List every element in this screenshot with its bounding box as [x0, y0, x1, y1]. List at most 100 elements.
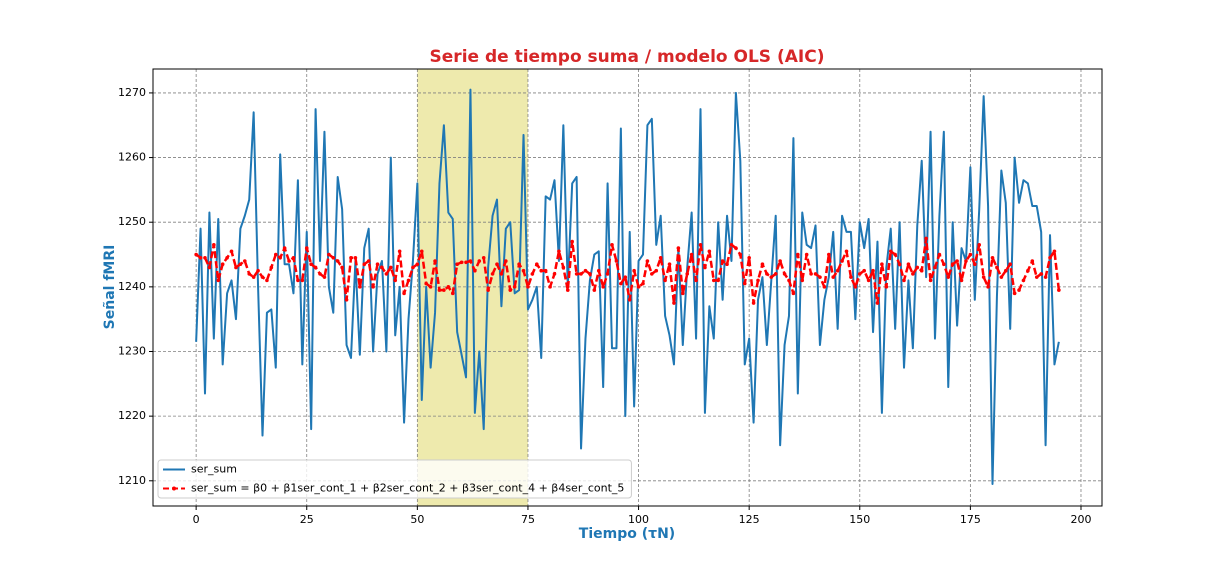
- series-marker: [212, 243, 216, 247]
- series-marker: [508, 288, 513, 292]
- series-marker: [919, 268, 924, 273]
- series-marker: [875, 301, 880, 305]
- series-marker: [225, 255, 229, 260]
- series-marker: [450, 291, 455, 296]
- series-marker: [203, 255, 207, 260]
- x-axis-label: Tiempo (τN): [579, 526, 675, 542]
- series-marker: [260, 275, 265, 279]
- series-marker: [720, 259, 725, 263]
- series-marker: [995, 265, 999, 270]
- series-marker: [884, 285, 889, 289]
- series-marker: [304, 246, 309, 250]
- series-marker: [380, 265, 384, 270]
- series-marker: [592, 288, 597, 292]
- series-marker: [946, 275, 951, 279]
- series-marker: [610, 243, 614, 247]
- y-tick-label: 1210: [118, 474, 146, 487]
- series-marker: [561, 265, 566, 270]
- series-marker: [742, 281, 747, 286]
- series-marker: [968, 252, 973, 257]
- series-marker: [446, 285, 451, 289]
- series-marker: [251, 275, 256, 279]
- series-marker: [486, 288, 490, 292]
- series-line: [195, 88, 1060, 486]
- series-marker: [800, 278, 805, 283]
- series-marker: [495, 262, 499, 267]
- y-tick-label: 1230: [118, 344, 146, 357]
- series-marker: [778, 259, 782, 263]
- series-marker: [862, 268, 866, 273]
- series-marker: [539, 268, 544, 273]
- series-marker: [734, 246, 738, 250]
- series-marker: [459, 260, 464, 265]
- series-marker: [897, 262, 902, 267]
- series-marker: [747, 255, 751, 260]
- series-marker: [583, 268, 588, 273]
- series-marker: [787, 278, 791, 283]
- series-marker: [362, 262, 367, 267]
- series-line: [195, 237, 1061, 305]
- series-marker: [650, 272, 654, 276]
- series-marker: [924, 236, 928, 241]
- series-marker: [791, 291, 796, 296]
- series-marker: [437, 288, 442, 292]
- series-marker: [809, 272, 813, 276]
- series-marker: [773, 272, 778, 276]
- y-tick-label: 1270: [118, 86, 146, 99]
- y-tick-label: 1240: [118, 280, 146, 293]
- series-marker: [300, 278, 305, 283]
- series-marker: [849, 275, 853, 279]
- series-marker: [853, 285, 858, 289]
- x-tick-label: 175: [960, 513, 981, 526]
- series-marker: [880, 262, 884, 267]
- series-marker: [335, 259, 340, 263]
- series-marker: [707, 249, 712, 254]
- series-marker: [654, 268, 659, 273]
- series-marker: [552, 272, 557, 276]
- series-marker: [711, 278, 716, 283]
- series-marker: [973, 262, 977, 267]
- series-marker: [327, 252, 331, 257]
- series-marker: [406, 278, 411, 283]
- series-marker: [1034, 275, 1039, 279]
- series-marker: [535, 262, 539, 267]
- legend-marker: [172, 486, 176, 491]
- y-tick-label: 1260: [118, 151, 146, 164]
- series-marker: [344, 297, 349, 302]
- series-marker: [893, 252, 897, 257]
- series-marker: [981, 275, 986, 279]
- series-marker: [1030, 259, 1035, 263]
- series-marker: [243, 259, 247, 263]
- series-marker: [389, 265, 393, 270]
- series-marker: [1017, 288, 1021, 292]
- series-marker: [1003, 268, 1008, 273]
- series-marker: [384, 272, 389, 276]
- series-marker: [751, 301, 756, 305]
- series-marker: [902, 278, 906, 283]
- x-tick-label: 100: [628, 513, 649, 526]
- chart-title: Serie de tiempo suma / modelo OLS (AIC): [430, 47, 825, 67]
- series-marker: [570, 239, 574, 244]
- series-marker: [322, 275, 327, 279]
- series-marker: [424, 281, 428, 286]
- series-marker: [273, 252, 278, 257]
- series-marker: [548, 285, 552, 289]
- series-marker: [318, 272, 322, 276]
- series-marker: [481, 255, 486, 260]
- series-marker: [614, 259, 619, 263]
- series-marker: [871, 268, 875, 273]
- series-marker: [468, 259, 473, 263]
- series-marker: [796, 252, 800, 257]
- series-marker: [950, 262, 955, 267]
- series-marker: [627, 297, 632, 302]
- series-marker: [685, 272, 690, 276]
- x-tick-label: 25: [300, 513, 314, 526]
- series-marker: [464, 260, 468, 265]
- series-marker: [911, 272, 915, 276]
- series-marker: [282, 246, 287, 250]
- series-marker: [888, 249, 893, 254]
- series-marker: [1052, 249, 1057, 254]
- series-marker: [605, 272, 610, 276]
- plot-frame: [152, 68, 1103, 507]
